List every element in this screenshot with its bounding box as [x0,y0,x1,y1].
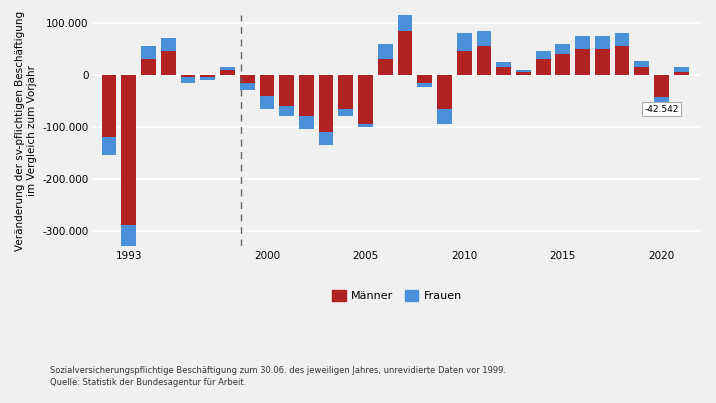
Bar [200,77,215,80]
Bar [358,124,373,127]
Bar [240,75,255,83]
Bar [496,62,511,67]
Bar [122,225,136,248]
Bar [457,51,472,75]
Text: Sozialversicherungspflichtige Beschäftigung zum 30.06. des jeweiligen Jahres, un: Sozialversicherungspflichtige Beschäftig… [50,366,506,375]
Bar [240,83,255,90]
Bar [634,67,649,75]
Bar [614,46,629,75]
Bar [457,33,472,51]
Bar [102,137,117,155]
Bar [575,36,590,49]
Bar [595,49,610,75]
Bar [180,77,195,83]
Bar [279,75,294,106]
Bar [122,75,136,225]
Bar [397,13,412,31]
Bar [220,70,235,75]
Bar [339,75,353,108]
Bar [477,31,491,46]
Bar [378,59,392,75]
Text: Quelle: Statistik der Bundesagentur für Arbeit.: Quelle: Statistik der Bundesagentur für … [50,378,246,387]
Bar [674,67,689,72]
Bar [200,75,215,77]
Bar [141,59,156,75]
Bar [516,72,531,75]
Bar [614,33,629,46]
Bar [161,38,175,51]
Bar [654,75,669,97]
Bar [259,75,274,96]
Bar [634,61,649,67]
Bar [220,67,235,70]
Bar [358,75,373,124]
Bar [319,132,334,145]
Bar [299,116,314,129]
Bar [161,51,175,75]
Bar [536,59,551,75]
Y-axis label: Veränderung der sv-pflichtigen Beschäftigung
im Vergleich zum Vorjahr: Veränderung der sv-pflichtigen Beschäfti… [15,10,37,251]
Bar [556,54,570,75]
Bar [595,36,610,49]
Bar [437,75,452,108]
Bar [437,108,452,124]
Bar [279,106,294,116]
Bar [496,67,511,75]
Bar [102,75,117,137]
Bar [417,75,432,83]
Bar [477,46,491,75]
Bar [141,46,156,59]
Legend: Männer, Frauen: Männer, Frauen [328,285,466,305]
Bar [674,72,689,75]
Bar [654,97,669,103]
Bar [180,75,195,77]
Text: -288.898: -288.898 [0,402,1,403]
Text: 83.475: 83.475 [0,402,1,403]
Bar [536,51,551,59]
Bar [299,75,314,116]
Bar [516,70,531,72]
Text: -42.542: -42.542 [644,105,679,114]
Bar [397,31,412,75]
Bar [556,44,570,54]
Bar [417,83,432,87]
Bar [339,108,353,116]
Bar [575,49,590,75]
Bar [259,96,274,108]
Bar [378,44,392,59]
Bar [319,75,334,132]
